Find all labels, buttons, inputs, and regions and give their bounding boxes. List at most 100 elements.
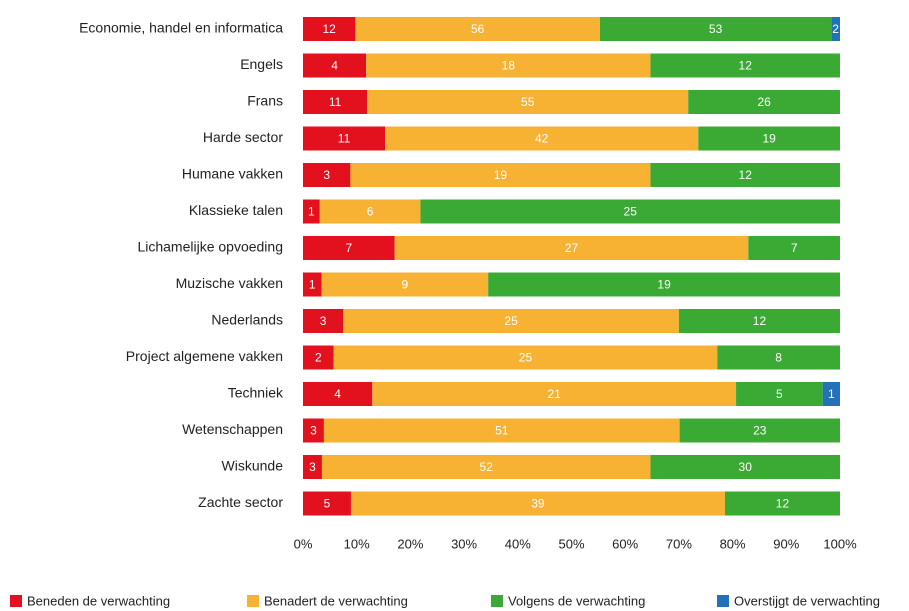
bar-segment	[724, 491, 840, 516]
value-label: 53	[709, 22, 723, 36]
x-tick-label: 0%	[294, 536, 313, 551]
legend-label: Volgens de verwachting	[508, 593, 645, 608]
legend-label: Beneden de verwachting	[27, 593, 170, 608]
category-label: Zachte sector	[198, 494, 283, 510]
value-label: 6	[367, 205, 374, 219]
bar-segment	[303, 90, 368, 114]
value-label: 12	[753, 314, 767, 328]
legend-label: Benadert de verwachting	[264, 593, 408, 608]
bar-segment	[321, 272, 489, 297]
category-label: Humane vakken	[182, 166, 283, 182]
value-label: 25	[624, 205, 638, 219]
value-label: 51	[495, 424, 509, 438]
category-label: Wiskunde	[222, 458, 284, 474]
value-label: 3	[320, 314, 327, 328]
category-label: Harde sector	[203, 129, 283, 145]
category-label: Nederlands	[211, 312, 283, 328]
bar-segment	[303, 236, 395, 260]
value-label: 21	[547, 387, 561, 401]
legend-swatch	[247, 595, 259, 607]
value-label: 42	[535, 132, 549, 146]
value-label: 19	[657, 278, 671, 292]
bar-segment	[367, 90, 689, 114]
bar-segment	[350, 491, 725, 516]
bar-segment	[303, 309, 344, 333]
value-label: 3	[323, 168, 330, 182]
bar-segment	[303, 199, 320, 224]
value-label: 2	[832, 22, 839, 36]
bar-segment	[319, 199, 421, 224]
bar-segment	[394, 236, 749, 260]
value-label: 27	[565, 241, 579, 255]
value-label: 12	[323, 22, 337, 36]
bar-segment	[717, 345, 840, 370]
bar-segment	[303, 17, 356, 41]
bar-segment	[303, 345, 334, 370]
bar-segment	[650, 53, 840, 78]
value-label: 7	[345, 241, 352, 255]
x-tick-label: 20%	[397, 536, 423, 551]
value-label: 25	[504, 314, 518, 328]
value-label: 1	[308, 205, 315, 219]
bar-segment	[748, 236, 840, 260]
bar-segment	[650, 455, 840, 479]
value-label: 12	[739, 59, 753, 73]
value-label: 19	[762, 132, 776, 146]
value-label: 4	[334, 387, 341, 401]
category-label: Klassieke talen	[189, 202, 283, 218]
category-label: Techniek	[228, 385, 284, 401]
bar-segment	[350, 163, 651, 187]
bar-segment	[488, 272, 840, 297]
bar-segment	[303, 163, 351, 187]
value-label: 55	[521, 95, 535, 109]
value-label: 2	[315, 351, 322, 365]
bar-segment	[679, 418, 840, 443]
bar-segment	[323, 418, 680, 443]
value-label: 25	[519, 351, 533, 365]
x-tick-label: 50%	[558, 536, 584, 551]
value-label: 9	[402, 278, 409, 292]
category-label: Muzische vakken	[176, 275, 283, 291]
bar-segment	[599, 17, 832, 41]
bar-segment	[650, 163, 840, 187]
value-label: 52	[480, 460, 494, 474]
x-tick-label: 30%	[451, 536, 477, 551]
value-label: 5	[324, 497, 331, 511]
value-label: 1	[309, 278, 316, 292]
x-tick-label: 60%	[612, 536, 638, 551]
bar-segment	[303, 53, 367, 78]
value-label: 5	[776, 387, 783, 401]
legend-swatch	[491, 595, 503, 607]
bar-segment	[333, 345, 718, 370]
bar-segment	[831, 17, 840, 41]
bar-segment	[303, 272, 322, 297]
value-label: 11	[329, 95, 342, 109]
legend-label: Overstijgt de verwachting	[734, 593, 880, 608]
bar-segment	[688, 90, 840, 114]
x-tick-label: 80%	[720, 536, 746, 551]
bar-segment	[303, 455, 322, 479]
value-label: 18	[502, 59, 516, 73]
value-label: 19	[494, 168, 508, 182]
value-label: 12	[739, 168, 753, 182]
value-label: 12	[776, 497, 790, 511]
value-label: 11	[338, 132, 351, 146]
bar-segment	[678, 309, 840, 333]
value-label: 26	[757, 95, 771, 109]
x-tick-label: 40%	[505, 536, 531, 551]
bar-segment	[303, 491, 351, 516]
bar-segment	[343, 309, 679, 333]
bar-segment	[736, 382, 823, 406]
bar-segment	[321, 455, 651, 479]
value-label: 56	[471, 22, 485, 36]
value-label: 3	[309, 460, 316, 474]
value-label: 8	[775, 351, 782, 365]
category-label: Engels	[240, 56, 283, 72]
bar-segment	[366, 53, 651, 78]
bar-segment	[372, 382, 737, 406]
bar-segment	[303, 418, 324, 443]
value-label: 39	[531, 497, 545, 511]
category-label: Frans	[247, 93, 283, 109]
category-label: Project algemene vakken	[126, 348, 283, 364]
